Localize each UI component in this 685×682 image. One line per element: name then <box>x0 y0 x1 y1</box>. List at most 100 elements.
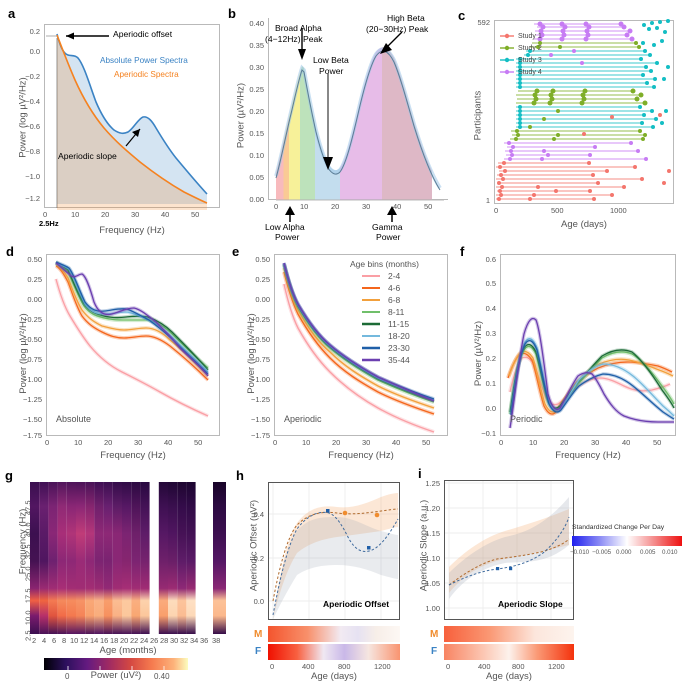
panel-d-ytick-4: −0.50 <box>23 335 42 344</box>
panel-b-ytick-6: 0.10 <box>249 151 264 160</box>
panel-g-xtick-0: 2 <box>32 636 37 645</box>
panel-e-ytick-9: −1.75 <box>251 431 270 440</box>
panel-e-xlabel: Frequency (Hz) <box>328 450 394 461</box>
panel-g-xlabel: Age (months) <box>99 645 157 656</box>
panel-g-xtick-14: 30 <box>170 636 179 645</box>
panel-i-letter: i <box>418 466 422 481</box>
panel-b-plot <box>274 28 444 201</box>
panel-b-ytick-7: 0.05 <box>249 173 264 182</box>
panel-a-ytick-2: −0.2 <box>25 72 40 81</box>
panel-b-annot-gamma-line2: Power <box>376 232 401 242</box>
panel-i-row-m-bar <box>444 626 574 642</box>
panel-a-ytick-4: −0.6 <box>25 122 40 131</box>
standardized-change-tick-0: −0.010 <box>570 549 590 556</box>
panel-i-xtick-0: 0 <box>446 662 451 671</box>
panel-d-xlabel: Frequency (Hz) <box>100 450 166 461</box>
panel-a-letter: a <box>8 6 16 21</box>
panel-b: b Power (µV²/Hz) 0.40 0.35 0.30 0.25 0.2… <box>224 0 452 242</box>
panel-g-colorbar-label: Power (uV²) <box>90 670 142 681</box>
panel-a-plot <box>46 32 208 210</box>
panel-d-xtick-2: 20 <box>104 438 113 447</box>
panel-d-ytick-0: 0.50 <box>27 255 42 264</box>
panel-f-inner-label: Periodic <box>510 414 543 424</box>
panel-f-ytick-1: 0.5 <box>485 279 496 288</box>
panel-e-letter: e <box>232 244 240 259</box>
panel-d-xtick-0: 0 <box>45 438 50 447</box>
panel-a-xtick-1: 10 <box>71 210 80 219</box>
panel-a-xtick-2: 20 <box>101 210 110 219</box>
panel-g-xtick-13: 28 <box>160 636 169 645</box>
panel-f-plot <box>506 316 676 429</box>
panel-h-xtick-3: 1200 <box>374 662 391 671</box>
panel-h-ytick-1: 0.2 <box>253 554 264 563</box>
panel-c-xlabel: Age (days) <box>561 219 607 230</box>
panel-g-xtick-12: 26 <box>150 636 159 645</box>
panel-c-legend-item-1-label: Study 2 <box>518 45 542 52</box>
panel-d-ytick-9: −1.75 <box>23 431 42 440</box>
standardized-change-colorbar <box>572 536 682 546</box>
standardized-change-legend-title: Standardized Change Per Day <box>572 524 665 531</box>
panel-e-ytick-1: 0.25 <box>255 275 270 284</box>
panel-d-ytick-6: −1.00 <box>23 375 42 384</box>
panel-a-xtick-5: 50 <box>191 210 200 219</box>
panel-a: a Power (log µV²/Hz) 0.2 0.0 −0.2 −0.4 −… <box>0 0 228 238</box>
panel-f-ytick-6: 0.0 <box>485 404 496 413</box>
panel-g-xtick-2: 6 <box>52 636 57 645</box>
panel-e-plot <box>281 262 435 434</box>
panel-d-xtick-3: 30 <box>134 438 143 447</box>
panel-a-ytick-6: −1.0 <box>25 172 40 181</box>
panel-c-xtick-1: 500 <box>551 206 564 215</box>
panel-b-xtick-0: 0 <box>274 202 279 211</box>
panel-b-ytick-5: 0.15 <box>249 129 264 138</box>
panel-d-ytick-8: −1.50 <box>23 415 42 424</box>
panel-b-bottom-arrows <box>285 206 397 222</box>
panel-g-letter: g <box>5 468 13 483</box>
panel-i-ytick-5: 1.00 <box>425 604 440 613</box>
panel-e-legend-title: Age bins (months) <box>350 259 419 269</box>
panel-f-xtick-4: 40 <box>622 438 631 447</box>
panel-e-legend-item-7-label: 35-44 <box>388 355 410 365</box>
panel-h-letter: h <box>236 468 244 483</box>
panel-i-inner-label: Aperiodic Slope <box>498 599 563 609</box>
panel-i-ytick-4: 1.05 <box>425 579 440 588</box>
panel-h-ytick-0: 0.4 <box>253 510 264 519</box>
panel-f-ytick-4: 0.2 <box>485 354 496 363</box>
standardized-change-tick-2: 0.000 <box>616 549 632 556</box>
standardized-change-tick-3: 0.005 <box>640 549 656 556</box>
panel-e-legend-item-2-label: 6-8 <box>388 295 401 305</box>
panel-g-xtick-4: 10 <box>70 636 79 645</box>
panel-e: e Power (log µV²/Hz) 0.50 0.25 0.00 −0.2… <box>228 238 456 466</box>
panel-e-ytick-3: −0.25 <box>251 315 270 324</box>
panel-c-legend-item-2-label: Study 3 <box>518 57 542 64</box>
panel-c-legend-item-3-label: Study 4 <box>518 69 542 76</box>
panel-h-xtick-2: 800 <box>338 662 351 671</box>
panel-a-vline-label: 2.5Hz <box>39 219 59 228</box>
panel-i-row-f-bar <box>444 644 574 660</box>
panel-g-xtick-9: 20 <box>120 636 129 645</box>
panel-f-ytick-3: 0.3 <box>485 329 496 338</box>
panel-a-ytick-7: −1.2 <box>25 194 40 203</box>
panel-f: f Power (µV²/Hz) 0.6 0.5 0.4 0.3 0.2 0.1… <box>456 238 685 466</box>
panel-g-xtick-10: 22 <box>130 636 139 645</box>
panel-g-xtick-16: 34 <box>190 636 199 645</box>
panel-h-xlabel: Age (days) <box>311 671 357 682</box>
panel-f-xtick-1: 10 <box>529 438 538 447</box>
panel-f-xtick-0: 0 <box>499 438 504 447</box>
panel-f-ytick-2: 0.4 <box>485 304 496 313</box>
panel-b-xtick-3: 30 <box>362 202 371 211</box>
panel-a-annot-slope: Aperiodic slope <box>58 151 117 161</box>
panel-b-xtick-1: 10 <box>300 202 309 211</box>
panel-d-letter: d <box>6 244 14 259</box>
panel-c-plot <box>496 19 671 201</box>
panel-b-annot-highbeta-line2: (20−30Hz) Peak <box>366 24 429 34</box>
panel-b-ytick-1: 0.35 <box>249 41 264 50</box>
panel-b-annot-gamma-line1: Gamma <box>372 222 403 232</box>
panel-e-legend-item-3-label: 8-11 <box>388 307 405 317</box>
panel-e-ytick-7: −1.25 <box>251 395 270 404</box>
panel-c-legend-swatches <box>500 33 514 75</box>
panel-a-annot-offset: Aperiodic offset <box>113 29 173 39</box>
panel-g-colorbar-tick-0: 0 <box>65 672 70 681</box>
panel-d-plot <box>54 260 210 418</box>
panel-b-ytick-2: 0.30 <box>249 63 264 72</box>
panel-d-xtick-4: 40 <box>164 438 173 447</box>
